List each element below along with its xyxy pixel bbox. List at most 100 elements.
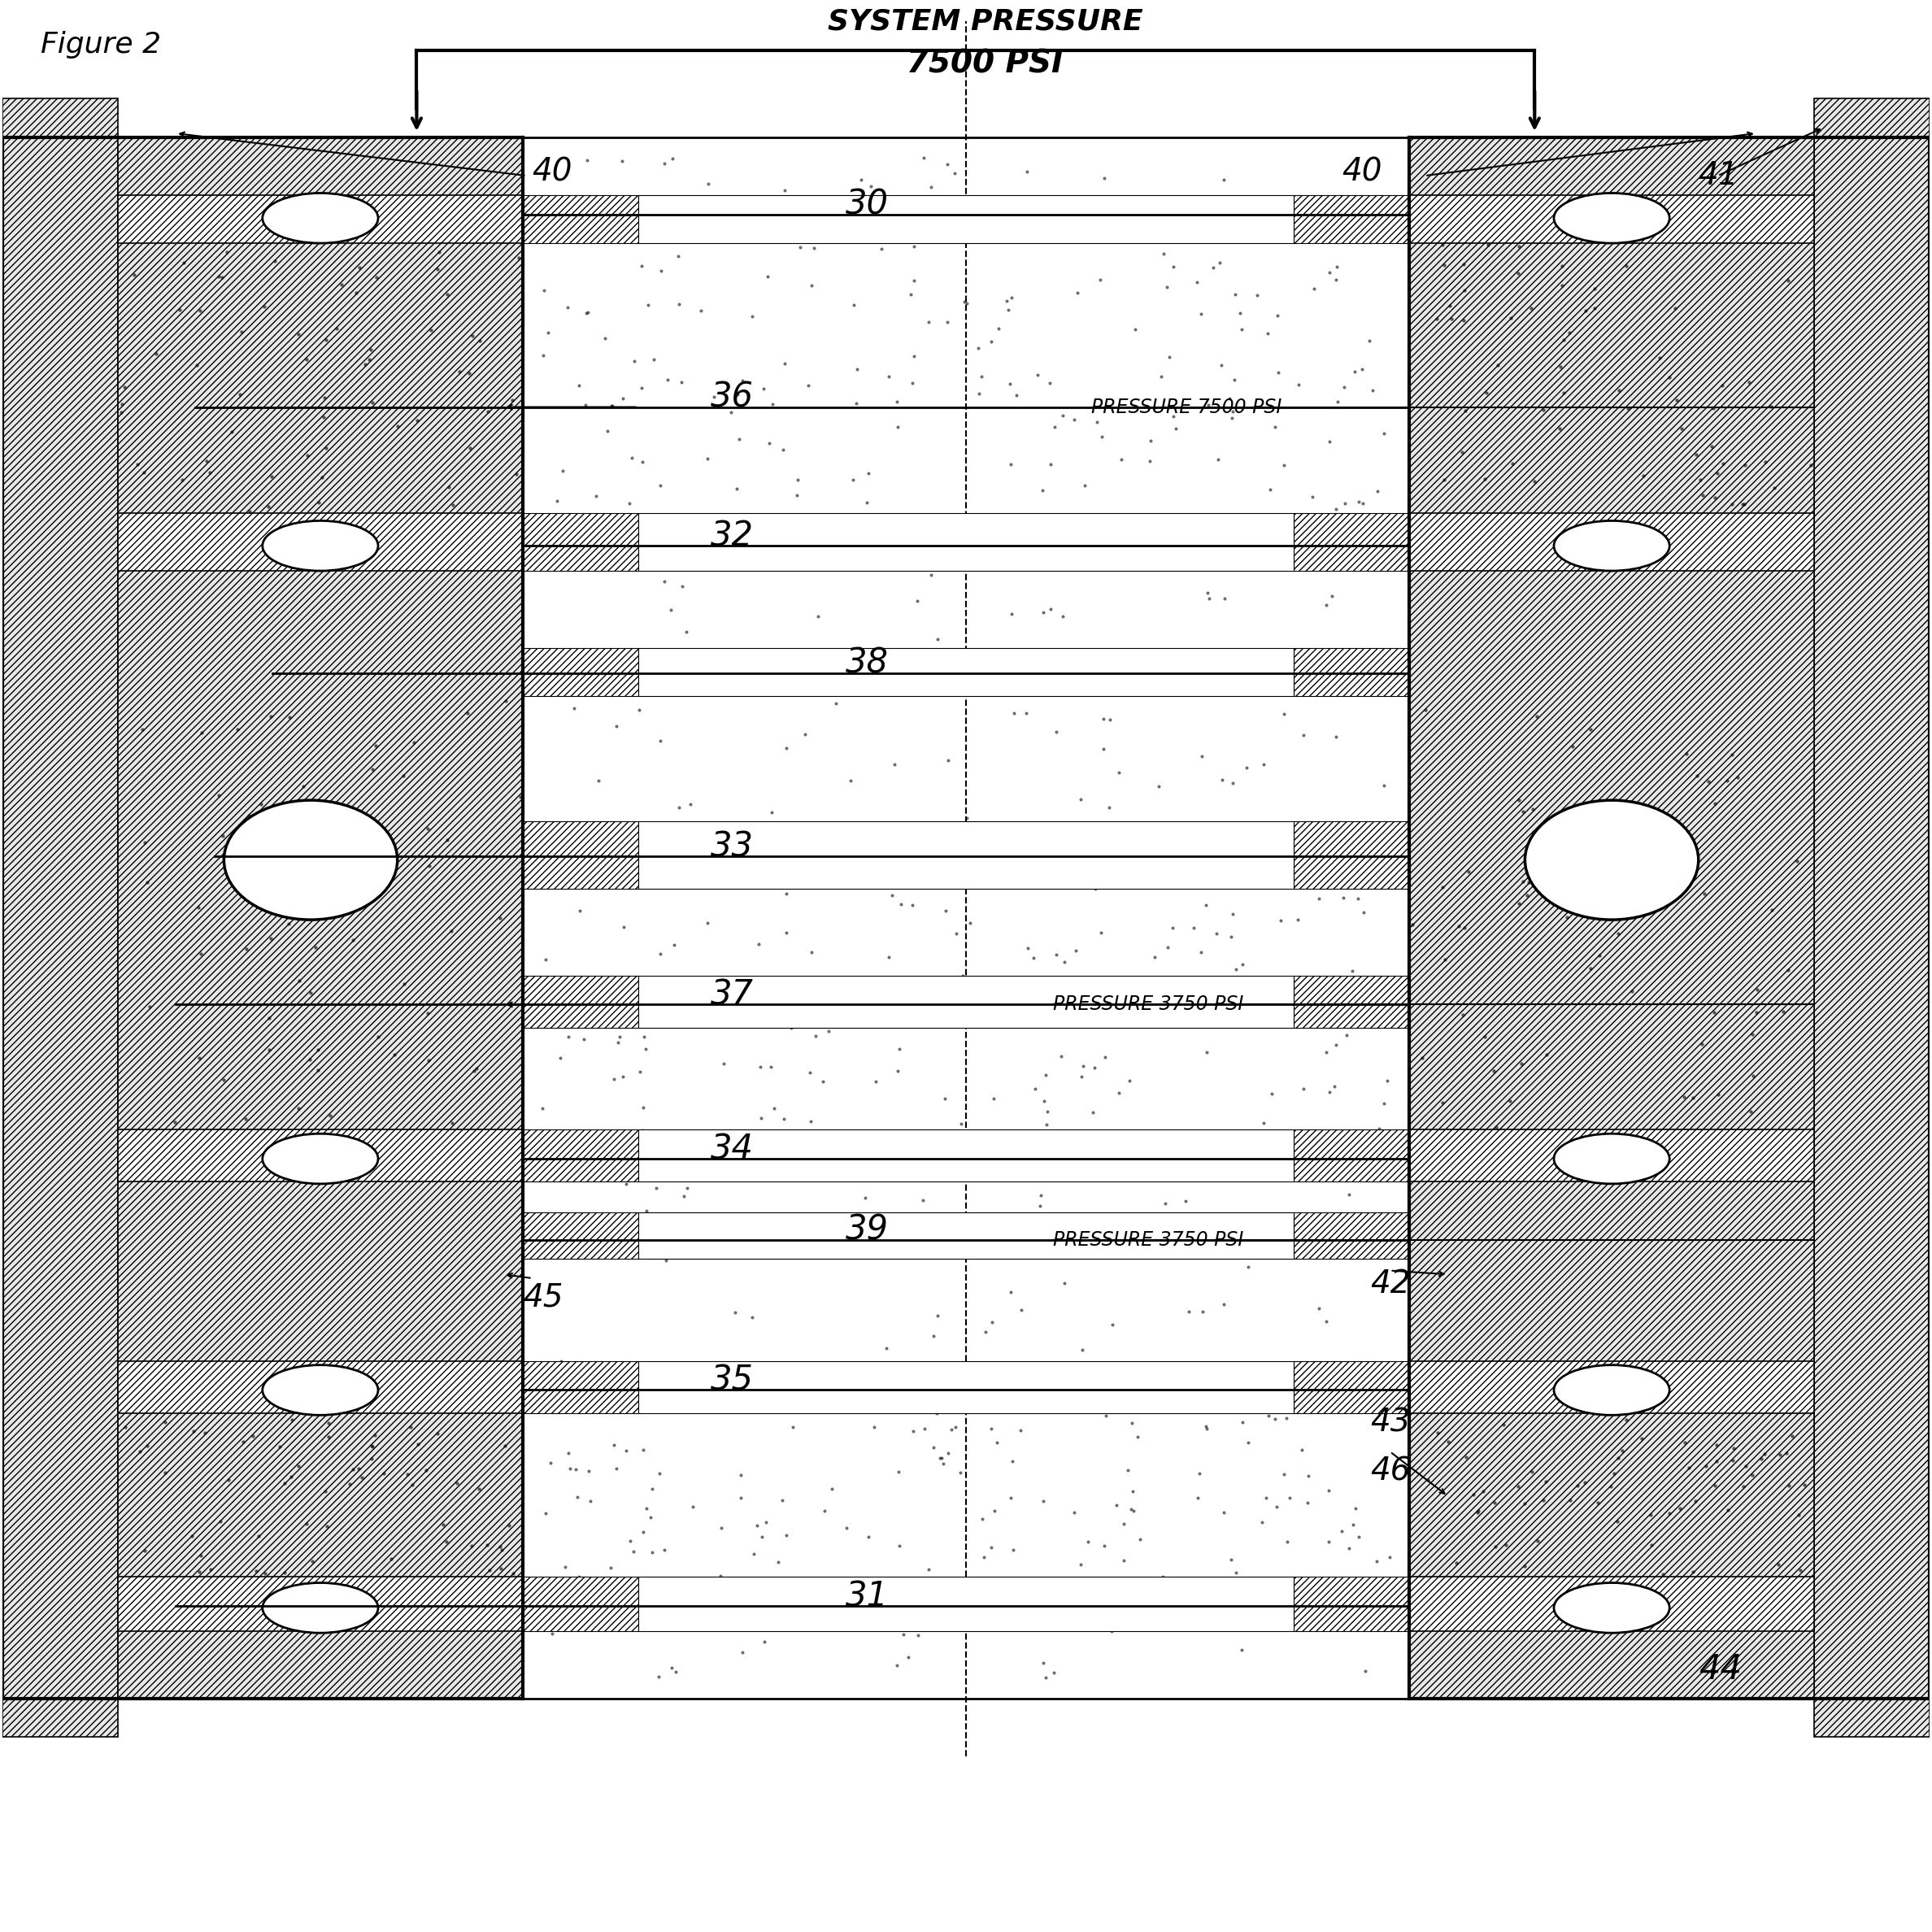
Point: [106, 398, 137, 429]
Point: [804, 1381, 835, 1412]
Point: [806, 205, 837, 236]
Point: [257, 460, 288, 491]
Point: [1648, 864, 1679, 895]
Point: [1090, 1401, 1121, 1432]
Point: [1165, 989, 1196, 1020]
Point: [1217, 402, 1248, 433]
Point: [1209, 583, 1240, 614]
Point: [883, 1034, 914, 1065]
Ellipse shape: [263, 1134, 379, 1184]
Point: [572, 298, 603, 328]
Point: [1320, 1030, 1350, 1061]
Point: [997, 676, 1028, 707]
Point: [902, 585, 933, 616]
Point: [676, 1155, 707, 1186]
Point: [1669, 1082, 1700, 1113]
Point: [1028, 1486, 1059, 1517]
Point: [1519, 817, 1549, 848]
Point: [786, 1578, 817, 1609]
Point: [497, 1557, 527, 1588]
Point: [607, 145, 638, 176]
Bar: [118, 195, 524, 243]
Point: [1318, 1590, 1349, 1621]
Point: [912, 1136, 943, 1167]
Text: PRESSURE 7500 PSI: PRESSURE 7500 PSI: [1092, 398, 1281, 417]
Point: [1718, 1434, 1748, 1464]
Point: [462, 1053, 493, 1084]
Point: [529, 1497, 560, 1528]
Point: [1150, 1188, 1180, 1219]
Point: [1142, 1204, 1173, 1235]
Point: [1308, 1144, 1339, 1175]
Point: [558, 995, 589, 1026]
Point: [1772, 265, 1803, 296]
Point: [1756, 895, 1787, 925]
Point: [1333, 1532, 1364, 1563]
Point: [133, 991, 164, 1022]
Point: [923, 636, 954, 667]
Point: [1449, 305, 1480, 336]
Point: [726, 1636, 757, 1667]
Point: [1333, 1179, 1364, 1209]
Point: [858, 1410, 889, 1441]
Point: [840, 643, 871, 674]
Point: [402, 1428, 433, 1459]
Point: [997, 1445, 1028, 1476]
Point: [1760, 473, 1791, 504]
Point: [599, 1430, 630, 1461]
Point: [398, 726, 429, 757]
Bar: [1294, 976, 1408, 1028]
Point: [222, 715, 253, 746]
Point: [1242, 280, 1273, 311]
Point: [1654, 361, 1685, 392]
Point: [485, 1530, 516, 1561]
Point: [151, 1406, 182, 1437]
Point: [553, 1437, 583, 1468]
Point: [927, 1449, 958, 1480]
Point: [827, 1609, 858, 1640]
Point: [1285, 1584, 1316, 1615]
Point: [1115, 821, 1146, 852]
Point: [1221, 1557, 1252, 1588]
Point: [355, 334, 386, 365]
Point: [346, 1463, 377, 1493]
Point: [1636, 1530, 1667, 1561]
Point: [1327, 883, 1358, 914]
Point: [361, 263, 392, 294]
Point: [697, 383, 728, 413]
Point: [970, 518, 1001, 549]
Point: [1254, 1401, 1285, 1432]
Point: [338, 1453, 369, 1484]
Point: [541, 485, 572, 516]
Point: [1136, 533, 1167, 564]
Point: [655, 595, 686, 626]
Point: [311, 433, 342, 464]
Ellipse shape: [1553, 1582, 1669, 1633]
Point: [1660, 294, 1690, 325]
Point: [641, 1173, 672, 1204]
Point: [1148, 1561, 1179, 1592]
Point: [616, 442, 647, 473]
Point: [294, 1043, 325, 1074]
Point: [545, 1043, 576, 1074]
Point: [327, 270, 357, 301]
Point: [657, 1652, 688, 1683]
Point: [605, 1020, 636, 1051]
Point: [810, 1495, 840, 1526]
Point: [245, 788, 276, 819]
Point: [939, 158, 970, 189]
Point: [1716, 740, 1747, 771]
Point: [375, 1544, 406, 1575]
Point: [769, 348, 800, 379]
Point: [292, 344, 323, 375]
Point: [850, 1182, 881, 1213]
Text: 7500 PSI: 7500 PSI: [906, 48, 1063, 79]
Point: [1194, 583, 1225, 614]
Point: [1036, 962, 1066, 993]
Point: [1065, 784, 1095, 815]
Ellipse shape: [263, 1582, 379, 1633]
Point: [379, 854, 410, 885]
Point: [769, 174, 800, 205]
Point: [213, 1464, 243, 1495]
Point: [1602, 1507, 1633, 1538]
